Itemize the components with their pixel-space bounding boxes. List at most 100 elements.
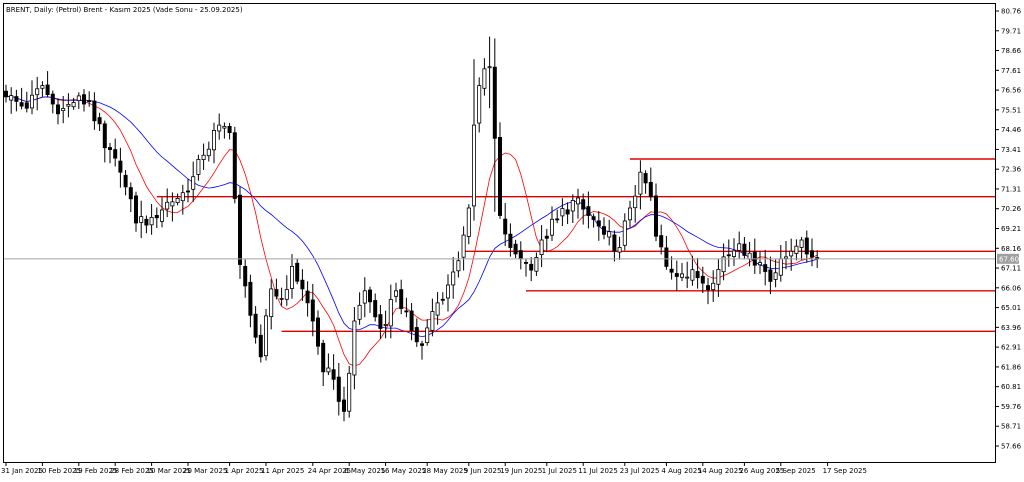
candle bbox=[102, 120, 107, 163]
x-tick-label: 4 Aug 2025 bbox=[661, 467, 701, 475]
candle-body bbox=[508, 233, 513, 248]
plot-frame bbox=[3, 3, 996, 463]
y-tick-label: 78.66 bbox=[1001, 47, 1022, 55]
candle-body bbox=[118, 160, 123, 173]
candle bbox=[326, 353, 331, 376]
candle-body bbox=[295, 262, 300, 282]
candle-body bbox=[279, 297, 284, 300]
candle-body bbox=[778, 258, 783, 276]
candle bbox=[399, 279, 404, 315]
candle-body bbox=[82, 94, 87, 105]
y-tick-label: 62.91 bbox=[1001, 344, 1021, 352]
y-tick-label: 58.71 bbox=[1001, 423, 1021, 431]
candle bbox=[19, 87, 24, 110]
candle-body bbox=[300, 279, 305, 290]
candle bbox=[227, 122, 232, 140]
x-tick-label: 16 May 2025 bbox=[381, 467, 427, 475]
candle bbox=[732, 238, 737, 266]
candle bbox=[222, 122, 227, 139]
candle-body bbox=[763, 264, 768, 272]
candle-body bbox=[24, 102, 29, 109]
candle bbox=[321, 339, 326, 387]
candle-body bbox=[721, 256, 726, 273]
candle-body bbox=[201, 154, 206, 160]
candle bbox=[45, 71, 50, 98]
candle-body bbox=[305, 290, 310, 304]
candle bbox=[633, 185, 638, 223]
candle-body bbox=[373, 300, 378, 318]
x-tick-label: 17 Sep 2025 bbox=[823, 467, 867, 475]
candle-body bbox=[139, 216, 144, 223]
candle bbox=[794, 239, 799, 261]
candle-body bbox=[133, 195, 138, 224]
candle bbox=[550, 206, 555, 241]
x-tick-label: 28 May 2025 bbox=[422, 467, 468, 475]
candle bbox=[430, 298, 435, 337]
candle-body bbox=[674, 273, 679, 277]
candle-body bbox=[654, 195, 659, 237]
candle-body bbox=[445, 284, 450, 299]
candle-body bbox=[310, 299, 315, 322]
candle-body bbox=[414, 327, 419, 343]
candle bbox=[810, 238, 815, 267]
candle bbox=[565, 202, 570, 224]
candle-body bbox=[253, 313, 258, 338]
candle-body bbox=[191, 176, 196, 190]
candle bbox=[529, 257, 534, 282]
candle-body bbox=[555, 218, 560, 221]
candle-body bbox=[570, 199, 575, 212]
candle bbox=[445, 274, 450, 312]
candle-body bbox=[50, 93, 55, 105]
candle bbox=[804, 230, 809, 263]
candle-body bbox=[425, 327, 430, 343]
candle-body bbox=[591, 216, 596, 220]
candle-body bbox=[404, 310, 409, 313]
candle-body bbox=[165, 201, 170, 210]
candle bbox=[581, 193, 586, 225]
candle bbox=[477, 77, 482, 133]
candle bbox=[576, 188, 581, 219]
candle-body bbox=[716, 268, 721, 285]
candle bbox=[789, 238, 794, 271]
candle-body bbox=[206, 148, 211, 157]
candle bbox=[97, 112, 102, 131]
candle-body bbox=[159, 209, 164, 222]
candle bbox=[14, 89, 19, 112]
candle-body bbox=[534, 257, 539, 272]
candle bbox=[113, 138, 118, 167]
candle-body bbox=[383, 323, 388, 326]
candle-body bbox=[269, 288, 274, 317]
x-tick-label: 20 Mar 2025 bbox=[183, 467, 227, 475]
candle bbox=[763, 249, 768, 286]
candle bbox=[617, 236, 622, 260]
candle-body bbox=[497, 136, 502, 216]
candle-body bbox=[35, 88, 40, 96]
candle-body bbox=[263, 315, 268, 357]
candle-body bbox=[321, 342, 326, 373]
candle bbox=[758, 251, 763, 275]
candle bbox=[175, 193, 180, 206]
candle-body bbox=[451, 271, 456, 286]
candle-body bbox=[440, 298, 445, 301]
candle-body bbox=[102, 123, 107, 149]
candle bbox=[305, 281, 310, 317]
candle bbox=[680, 263, 685, 282]
candle-body bbox=[326, 367, 331, 373]
candle-body bbox=[742, 243, 747, 256]
candle bbox=[149, 204, 154, 235]
candle bbox=[279, 287, 284, 306]
candle bbox=[253, 306, 258, 344]
candle bbox=[4, 84, 9, 103]
candle bbox=[40, 81, 45, 97]
y-tick-label: 61.86 bbox=[1001, 363, 1022, 371]
candle-body bbox=[40, 85, 45, 89]
candle bbox=[383, 310, 388, 339]
candle bbox=[685, 261, 690, 289]
candle bbox=[425, 319, 430, 346]
candle-body bbox=[648, 181, 653, 198]
candle bbox=[128, 182, 133, 212]
candle bbox=[289, 254, 294, 299]
candle bbox=[638, 160, 643, 210]
candle bbox=[706, 277, 711, 305]
